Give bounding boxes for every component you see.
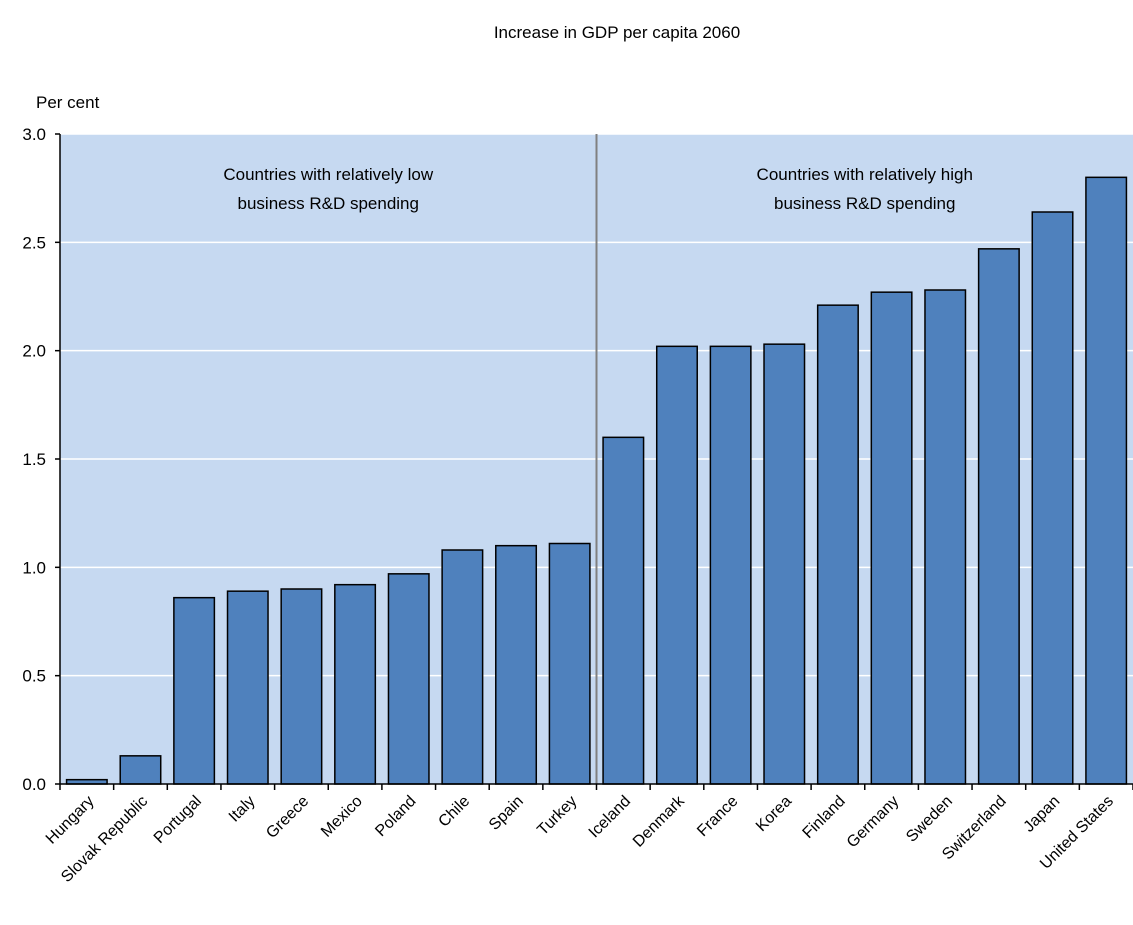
bar-turkey: [548, 542, 591, 785]
axes: 0.0 0.5 1.0 1.5 2.0 2.5 3.0: [22, 125, 1133, 794]
category-label-korea: Korea: [753, 793, 795, 835]
category-label-chile: Chile: [435, 793, 473, 831]
category-label-sweden: Sweden: [903, 793, 956, 846]
y-tick-label-0: 0.0: [22, 775, 46, 794]
bar-switzerland: [977, 248, 1020, 785]
bar-denmark: [655, 345, 698, 785]
group-annotation-1-line1: Countries with relatively high: [757, 165, 973, 184]
group-annotation-0-line1: Countries with relatively low: [223, 165, 433, 184]
bar-portugal: [173, 596, 216, 785]
category-label-portugal: Portugal: [151, 793, 205, 847]
bar-italy: [226, 590, 269, 785]
y-tick-label-1: 0.5: [22, 667, 46, 686]
category-label-turkey: Turkey: [534, 793, 580, 839]
category-label-mexico: Mexico: [318, 793, 366, 841]
bar-germany: [870, 291, 913, 785]
y-tick-label-2: 1.0: [22, 558, 46, 577]
y-tick-label-3: 1.5: [22, 450, 46, 469]
bar-poland: [387, 573, 430, 785]
bar-chile: [441, 549, 484, 785]
category-label-hungary: Hungary: [43, 793, 98, 848]
bars: [65, 176, 1128, 785]
bar-iceland: [602, 436, 645, 785]
chart-title: Increase in GDP per capita 2060: [494, 23, 740, 42]
category-label-poland: Poland: [372, 793, 419, 840]
y-tick-label-5: 2.5: [22, 233, 46, 252]
bar-slovak-republic: [119, 755, 162, 785]
y-tick-label-4: 2.0: [22, 342, 46, 361]
bar-korea: [763, 343, 806, 785]
category-label-spain: Spain: [486, 793, 527, 834]
group-annotations: Countries with relatively low business R&…: [223, 165, 973, 213]
bar-sweden: [924, 289, 967, 785]
y-axis-label: Per cent: [36, 93, 100, 112]
bar-mexico: [334, 583, 377, 785]
category-label-germany: Germany: [844, 793, 903, 852]
bar-japan: [1031, 211, 1074, 785]
category-label-iceland: Iceland: [586, 793, 635, 842]
plot-area: [60, 133, 1133, 784]
bar-spain: [495, 544, 538, 785]
bar-finland: [816, 304, 859, 785]
bar-united-states: [1085, 176, 1128, 785]
category-label-finland: Finland: [800, 793, 849, 842]
category-label-greece: Greece: [263, 793, 312, 842]
y-tick-label-6: 3.0: [22, 125, 46, 144]
category-label-italy: Italy: [226, 793, 259, 826]
category-label-denmark: Denmark: [630, 792, 689, 851]
group-annotation-0-line2: business R&D spending: [238, 194, 419, 213]
category-label-japan: Japan: [1021, 793, 1064, 836]
bar-france: [709, 345, 752, 785]
group-annotation-1-line2: business R&D spending: [774, 194, 955, 213]
bar-greece: [280, 588, 323, 785]
category-label-france: France: [694, 793, 741, 840]
